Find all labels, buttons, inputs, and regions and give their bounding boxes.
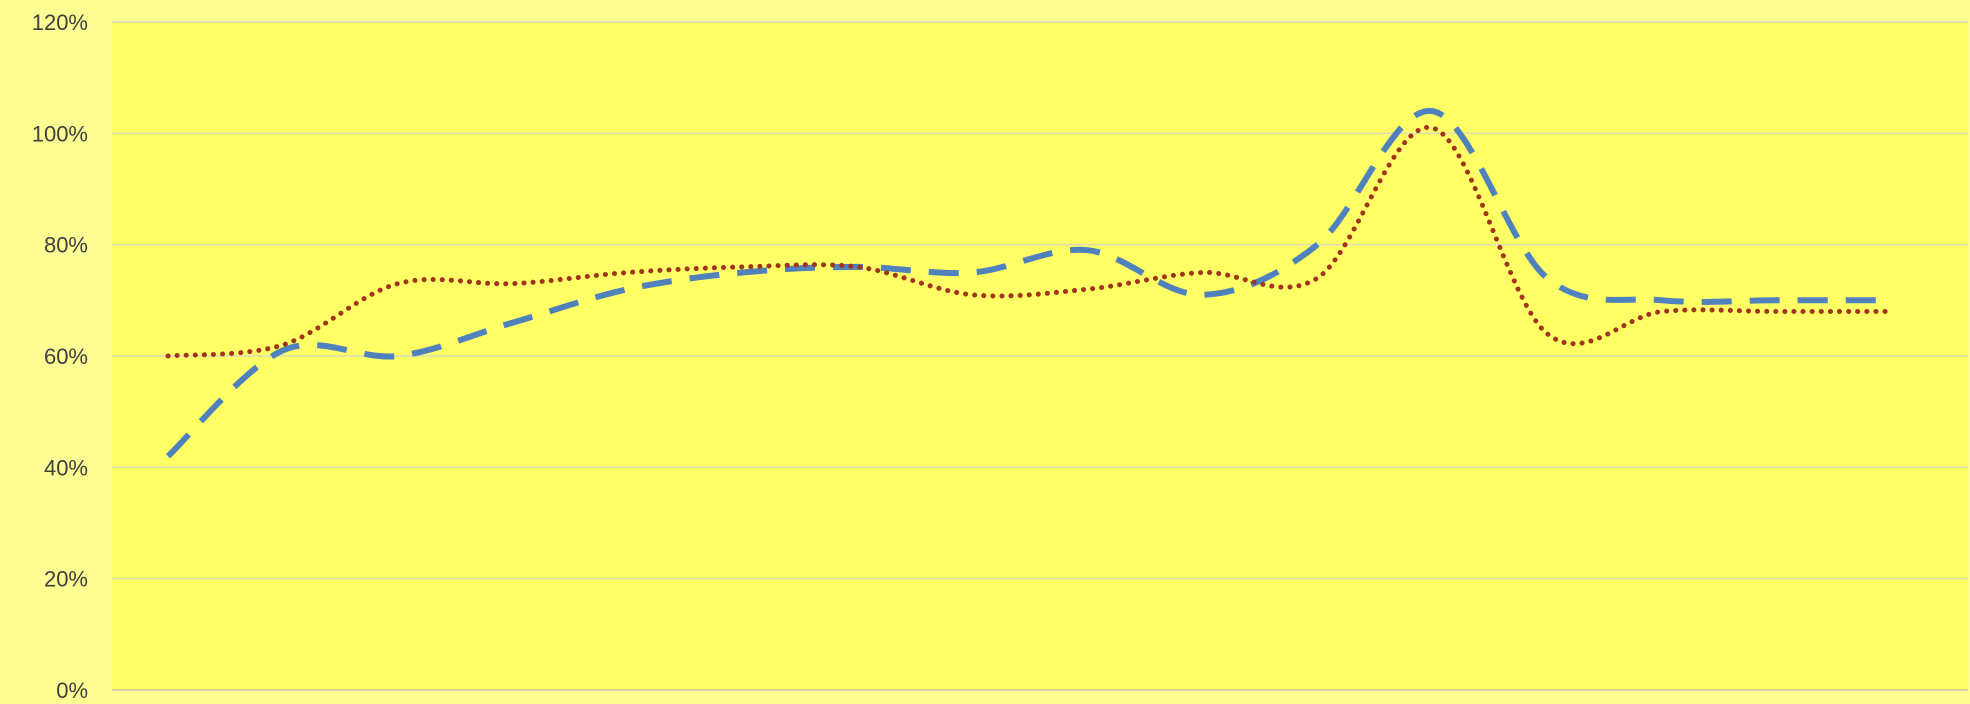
series-2-point-10 xyxy=(1199,270,1205,276)
series-1-point-16 xyxy=(1889,297,1895,303)
gridlines xyxy=(112,21,1968,691)
series-2-point-14 xyxy=(1659,309,1665,315)
series-1-point-15 xyxy=(1774,297,1780,303)
series-2-point-15 xyxy=(1774,309,1780,315)
series-1-point-14 xyxy=(1659,297,1665,303)
y-tick-label: 40% xyxy=(44,455,88,480)
y-tick-label: 60% xyxy=(44,344,88,369)
series-1-point-3 xyxy=(395,353,401,359)
series-2-point-3 xyxy=(395,281,401,287)
series-1-point-2 xyxy=(280,347,286,353)
series-2-point-1 xyxy=(165,353,171,359)
y-tick-label: 20% xyxy=(44,567,88,592)
series-1-point-4 xyxy=(510,320,516,326)
y-tick-label: 80% xyxy=(44,233,88,258)
series-1-point-9 xyxy=(1085,247,1091,253)
series-2-point-12 xyxy=(1429,125,1435,131)
series-1-point-12 xyxy=(1429,108,1435,114)
series-line-1-dashed xyxy=(165,108,1892,459)
y-tick-label: 120% xyxy=(32,10,88,35)
series-1-point-11 xyxy=(1314,242,1320,248)
series-lines xyxy=(165,108,1895,459)
series-2-point-11 xyxy=(1314,275,1320,281)
series-2-point-8 xyxy=(970,292,976,298)
y-tick-label: 100% xyxy=(32,121,88,146)
y-axis: 0% 20% 40% 60% 80% 100% 120% xyxy=(32,10,88,703)
series-2-point-2 xyxy=(280,342,286,348)
y-tick-label: 0% xyxy=(56,678,88,703)
series-2-point-7 xyxy=(855,264,861,270)
series-2-point-9 xyxy=(1085,286,1091,292)
series-1-point-8 xyxy=(970,270,976,276)
series-1-point-13 xyxy=(1544,275,1550,281)
series-1-point-5 xyxy=(625,286,631,292)
series-1-point-6 xyxy=(740,270,746,276)
series-2-point-13 xyxy=(1544,331,1550,337)
series-2-point-16 xyxy=(1889,309,1895,315)
series-1-point-1 xyxy=(165,453,171,459)
series-line-2-dotted xyxy=(165,125,1895,359)
series-2-point-4 xyxy=(510,281,516,287)
series-2-point-5 xyxy=(625,270,631,276)
series-2-point-6 xyxy=(740,264,746,270)
series-1-point-10 xyxy=(1199,292,1205,298)
